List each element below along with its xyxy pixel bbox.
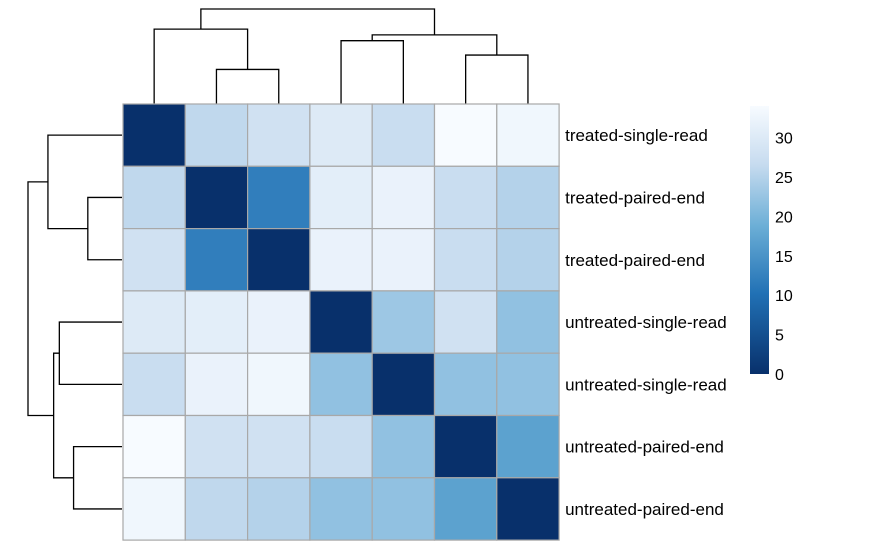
heatmap-cell (496, 414, 560, 479)
heatmap-cell (247, 165, 311, 230)
row-label: treated-paired-end (565, 188, 705, 207)
heatmap-cell (433, 477, 498, 541)
legend-tick-label: 10 (775, 288, 793, 305)
heatmap-cell (184, 165, 249, 230)
column-dendrogram (153, 8, 529, 104)
heatmap-cell (433, 165, 498, 230)
heatmap-cell (371, 103, 436, 167)
heatmap-cell (122, 352, 186, 417)
heatmap-cell (122, 228, 186, 292)
heatmap-cell (496, 103, 560, 167)
dendrogram-branch (58, 321, 122, 385)
dendrogram-branch (27, 181, 54, 417)
heatmap-cell (309, 414, 373, 479)
dendrogram-branch (215, 68, 280, 104)
heatmap-cell (309, 290, 373, 354)
row-dendrogram (27, 134, 122, 510)
heatmap-cell (184, 352, 249, 417)
heatmap-cell (496, 165, 560, 230)
heatmap-cell (371, 165, 436, 230)
heatmap-cell (433, 414, 498, 479)
heatmap-cell (184, 414, 249, 479)
heatmap-cell (371, 414, 436, 479)
heatmap-cell (309, 352, 373, 417)
heatmap-cell (122, 103, 186, 167)
row-label: untreated-single-read (565, 375, 727, 394)
legend-tick-label: 30 (775, 131, 793, 148)
heatmap-cell (247, 290, 311, 354)
heatmap-cell (247, 477, 311, 541)
heatmap-cell (309, 477, 373, 541)
legend-tick-label: 0 (775, 367, 784, 384)
heatmap-cell (309, 103, 373, 167)
legend-tick-label: 20 (775, 209, 793, 226)
heatmap-cell (122, 290, 186, 354)
heatmap-cell (309, 228, 373, 292)
heatmap-cell (371, 477, 436, 541)
heatmap-cell (247, 352, 311, 417)
row-label: treated-paired-end (565, 251, 705, 270)
legend-colorbar (750, 106, 769, 374)
heatmap-cell (371, 290, 436, 354)
heatmap-cell (371, 352, 436, 417)
heatmap-cell (433, 352, 498, 417)
dendrogram-branch (200, 8, 436, 35)
row-label: treated-single-read (565, 126, 708, 145)
heatmap-cell (371, 228, 436, 292)
heatmap-cell (433, 290, 498, 354)
heatmap-cell (184, 103, 249, 167)
heatmap-cell (184, 290, 249, 354)
legend-ticks: 0 5 10 15 20 25 30 (775, 131, 793, 384)
dendrogram-branch (465, 54, 529, 104)
dendrogram-branch (47, 134, 122, 230)
heatmap-cell (122, 165, 186, 230)
heatmap-cells (122, 103, 560, 541)
dendrogram-branch (52, 352, 74, 479)
heatmap-cell (433, 103, 498, 167)
heatmap-cell (122, 414, 186, 479)
heatmap-cell (496, 290, 560, 354)
heatmap-cell (247, 414, 311, 479)
row-label: untreated-paired-end (565, 438, 724, 457)
row-label: untreated-single-read (565, 313, 727, 332)
dendrogram-branch (153, 28, 249, 104)
heatmap-cell (309, 165, 373, 230)
heatmap-cell (184, 228, 249, 292)
row-labels: treated-single-read treated-paired-end tre… (565, 126, 727, 519)
dendrogram-branch (371, 34, 498, 56)
legend-tick-label: 5 (775, 328, 784, 345)
heatmap-cell (496, 477, 560, 541)
legend-tick-label: 25 (775, 170, 793, 187)
heatmap-cell (496, 228, 560, 292)
dendrogram-branch (340, 40, 404, 104)
heatmap-cell (247, 103, 311, 167)
color-legend: 0 5 10 15 20 25 30 (750, 106, 793, 384)
heatmap-cell (184, 477, 249, 541)
row-label: untreated-paired-end (565, 500, 724, 519)
heatmap-cell (496, 352, 560, 417)
dendrogram-branch (87, 196, 122, 261)
legend-tick-label: 15 (775, 249, 793, 266)
heatmap-cell (122, 477, 186, 541)
heatmap-cell (247, 228, 311, 292)
heatmap-cell (433, 228, 498, 292)
dendrogram-branch (72, 446, 122, 510)
